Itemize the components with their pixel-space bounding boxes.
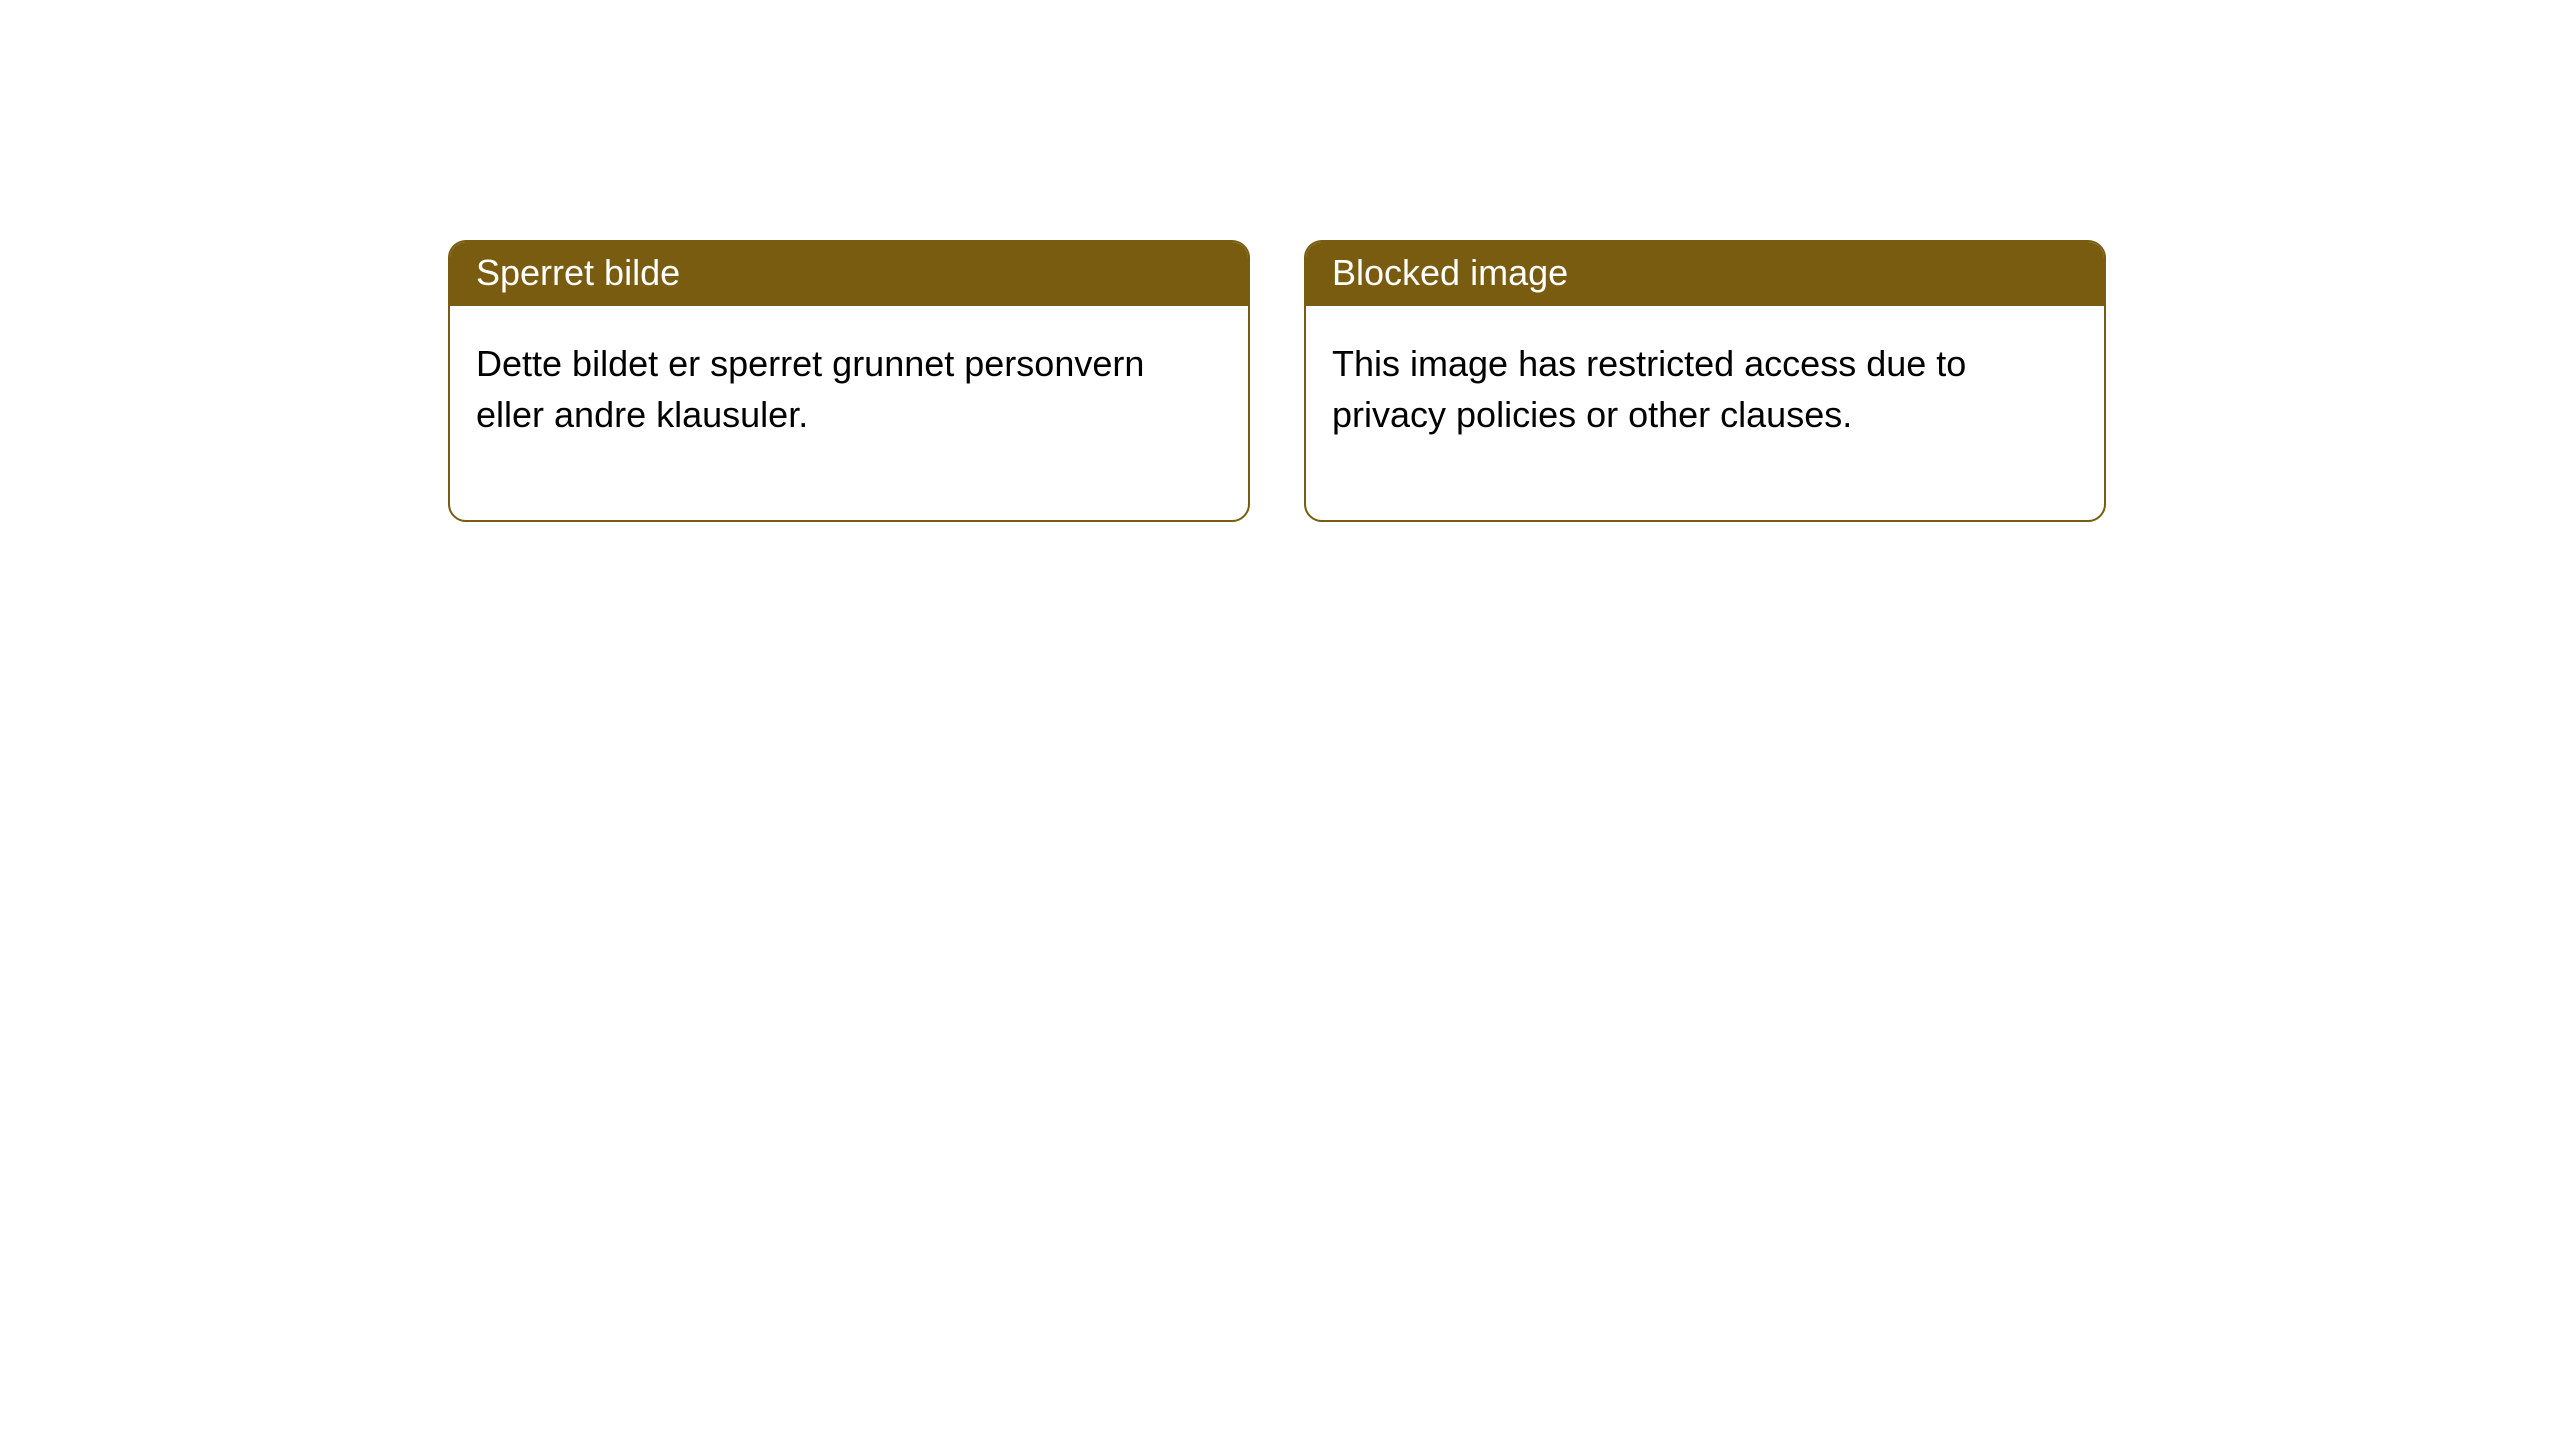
notice-header-english: Blocked image	[1306, 242, 2104, 306]
notice-box-english: Blocked image This image has restricted …	[1304, 240, 2106, 522]
notice-box-norwegian: Sperret bilde Dette bildet er sperret gr…	[448, 240, 1250, 522]
notice-body-norwegian: Dette bildet er sperret grunnet personve…	[450, 306, 1248, 520]
notice-body-english: This image has restricted access due to …	[1306, 306, 2104, 520]
notice-header-norwegian: Sperret bilde	[450, 242, 1248, 306]
notice-container: Sperret bilde Dette bildet er sperret gr…	[0, 0, 2560, 522]
